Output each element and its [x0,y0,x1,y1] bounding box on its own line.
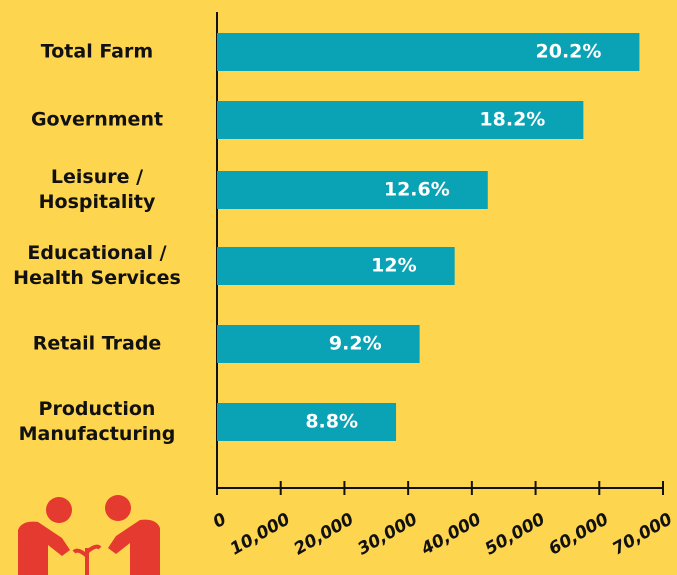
x-tick-label: 60,000 [545,509,612,559]
bar [217,247,455,285]
category-label: Retail Trade [32,332,162,355]
x-tick-label: 30,000 [354,509,421,559]
bar-label: 9.2% [329,333,382,355]
bar-label: 12% [371,255,416,277]
x-tick-label: 10,000 [227,509,294,559]
x-tick-label: 40,000 [417,509,485,560]
icon [18,495,160,575]
bar-label: 12.6% [384,179,450,201]
x-tick-label: 70,000 [609,509,676,559]
bar [217,171,488,209]
x-tick-label: 50,000 [482,509,549,559]
x-tick-label: 0 [210,509,230,532]
category-label: Government [30,108,164,131]
category-label: Total Farm [40,40,154,63]
bar-label: 20.2% [536,41,602,63]
bar [217,325,420,363]
x-tick-label: 20,000 [291,509,358,559]
category-label: Educational / Health Services [13,242,181,289]
bar [217,403,397,441]
bar [217,33,640,71]
category-label: Leisure / Hospitality [38,166,156,213]
bar-label: 18.2% [479,109,545,131]
bar-label: 8.8% [305,411,358,433]
bar [217,101,584,139]
category-label: Production Manufacturing [18,398,176,445]
